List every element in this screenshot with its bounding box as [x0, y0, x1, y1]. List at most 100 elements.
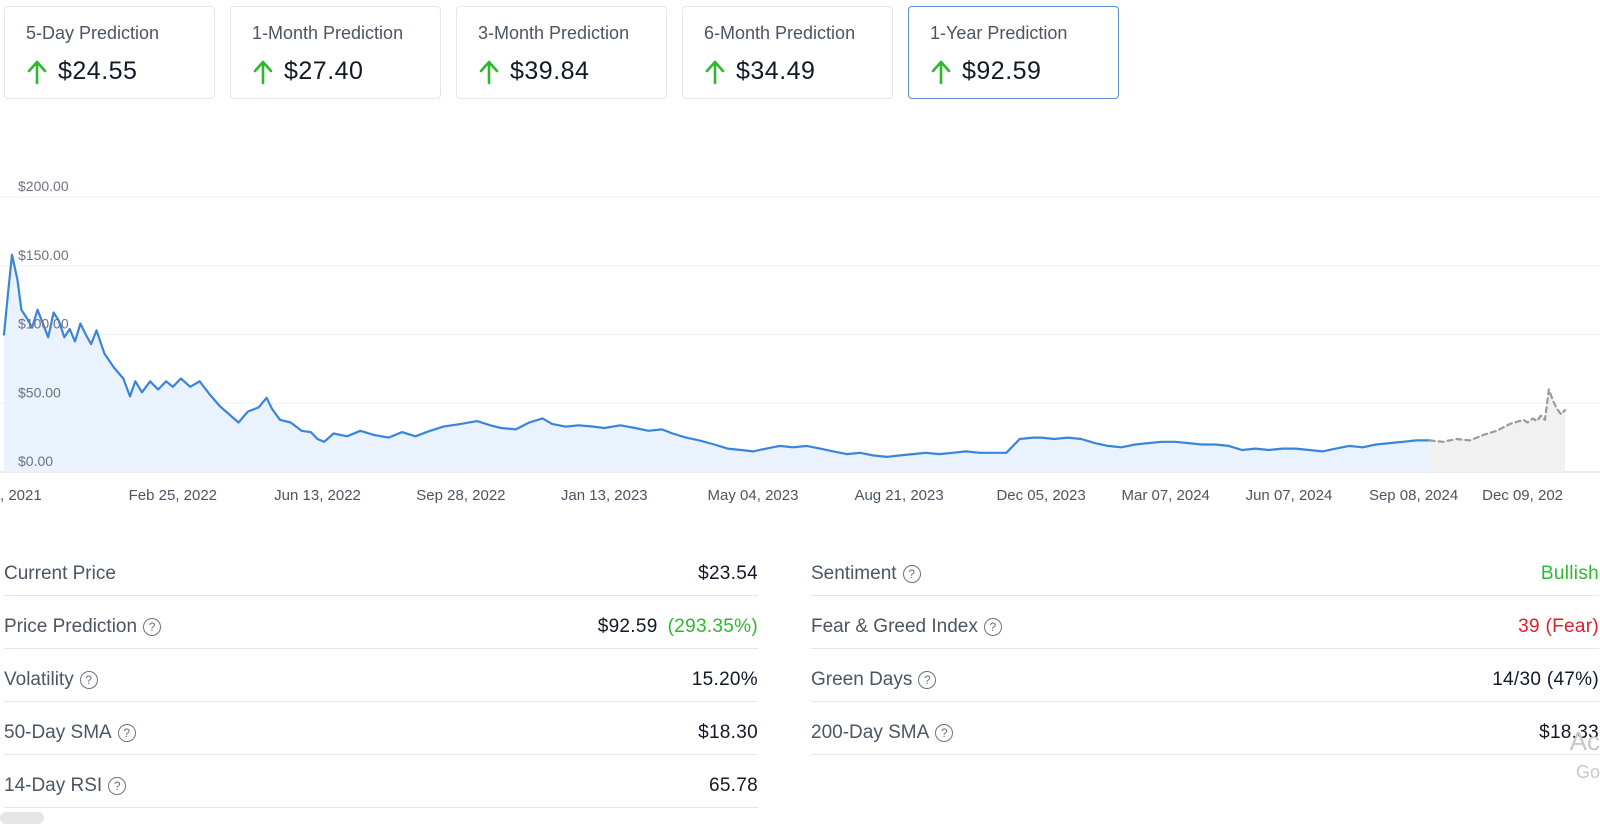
- card-5-day[interactable]: 5-Day Prediction $24.55: [4, 6, 215, 99]
- stat-label-wrap: 50-Day SMA?: [4, 722, 136, 744]
- stat-value-wrap: $92.59 (293.35%): [598, 616, 758, 638]
- stat-row: 50-Day SMA? $18.30: [4, 703, 758, 755]
- prediction-cards: 5-Day Prediction $24.55 1-Month Predicti…: [4, 6, 1119, 99]
- stat-value-wrap: Bullish: [1541, 563, 1599, 585]
- stat-label: 14-Day RSI: [4, 774, 103, 796]
- stats-right-column: Sentiment? Bullish Fear & Greed Index? 39 (…: [811, 544, 1599, 756]
- up-arrow-icon: [931, 60, 951, 84]
- watermark-line1: Ac: [1569, 726, 1600, 756]
- card-value: $34.49: [736, 57, 816, 85]
- card-label: 1-Year Prediction: [930, 23, 1068, 43]
- x-tick-label: Sep 08, 2024: [1369, 487, 1458, 504]
- stat-label-wrap: Sentiment?: [811, 563, 921, 585]
- stat-value: $92.59: [597, 615, 658, 637]
- stat-row: Volatility? 15.20%: [4, 650, 758, 702]
- y-tick-label: $150.00: [18, 247, 69, 263]
- card-label: 3-Month Prediction: [478, 23, 630, 43]
- stat-value-wrap: 14/30 (47%): [1492, 669, 1599, 691]
- help-icon[interactable]: ?: [983, 617, 1002, 636]
- stat-row: 14-Day RSI? 65.78: [4, 756, 758, 808]
- historical-line: [2, 253, 1431, 458]
- stat-row: Price Prediction? $92.59 (293.35%): [4, 597, 758, 649]
- stat-label: Sentiment: [811, 562, 897, 584]
- stat-label: Green Days: [811, 668, 913, 690]
- x-tick-label: Mar 07, 2024: [1122, 487, 1210, 504]
- y-tick-label: $50.00: [18, 384, 61, 400]
- stat-value: $18.30: [698, 721, 758, 743]
- stat-value: $18.33: [1539, 721, 1599, 743]
- help-icon[interactable]: ?: [108, 776, 127, 795]
- stat-value: 65.78: [708, 774, 758, 796]
- stat-label: Price Prediction: [4, 615, 138, 637]
- stat-label: Current Price: [4, 562, 116, 584]
- stat-label: 200-Day SMA: [811, 721, 930, 743]
- forecast-line: [1428, 388, 1567, 443]
- stat-value-wrap: $18.33: [1539, 722, 1599, 744]
- x-tick-label: May 04, 2023: [708, 487, 799, 504]
- card-value: $27.40: [284, 57, 364, 85]
- card-label: 6-Month Prediction: [704, 23, 856, 43]
- x-tick-label: Sep 28, 2022: [416, 487, 505, 504]
- help-icon[interactable]: ?: [935, 723, 954, 742]
- up-arrow-icon: [479, 60, 499, 84]
- x-tick-label: Jan 13, 2023: [561, 487, 648, 504]
- x-tick-label: Dec 05, 2023: [996, 487, 1085, 504]
- stat-value-wrap: $23.54: [698, 563, 758, 585]
- help-icon[interactable]: ?: [79, 670, 98, 689]
- stat-label-wrap: Current Price: [4, 563, 116, 585]
- stat-value-wrap: $18.30: [698, 722, 758, 744]
- card-6-month[interactable]: 6-Month Prediction $34.49: [682, 6, 893, 99]
- stat-row: 200-Day SMA? $18.33: [811, 703, 1599, 755]
- card-value: $39.84: [510, 57, 590, 85]
- stat-row: Fear & Greed Index? 39 (Fear): [811, 597, 1599, 649]
- help-icon[interactable]: ?: [918, 670, 937, 689]
- stat-row: Green Days? 14/30 (47%): [811, 650, 1599, 702]
- stat-row: Current Price $23.54: [4, 544, 758, 596]
- y-tick-label: $100.00: [18, 316, 69, 332]
- x-tick-label: Dec 09, 202: [1482, 487, 1563, 504]
- card-value: $92.59: [962, 57, 1042, 85]
- stat-label: 50-Day SMA: [4, 721, 112, 743]
- stat-value-wrap: 15.20%: [692, 669, 758, 691]
- card-1-year[interactable]: 1-Year Prediction $92.59: [908, 6, 1119, 99]
- stats-left-column: Current Price $23.54 Price Prediction? $92.…: [4, 544, 758, 809]
- stat-label-wrap: Price Prediction?: [4, 615, 162, 638]
- stat-value: 15.20%: [691, 668, 758, 690]
- x-tick-label: Jun 07, 2024: [1246, 487, 1333, 504]
- stat-label: Fear & Greed Index: [811, 615, 978, 637]
- stat-change-percent: (293.35%): [667, 615, 758, 637]
- up-arrow-icon: [253, 60, 273, 84]
- stat-label-wrap: Green Days?: [811, 668, 937, 691]
- card-label: 1-Month Prediction: [252, 23, 404, 43]
- bottom-pill: [0, 812, 44, 824]
- x-tick-label: Feb 25, 2022: [129, 487, 217, 504]
- stat-value: $23.54: [698, 562, 758, 584]
- stat-label-wrap: 200-Day SMA?: [811, 721, 954, 744]
- card-1-month[interactable]: 1-Month Prediction $27.40: [230, 6, 441, 99]
- help-icon[interactable]: ?: [117, 723, 136, 742]
- price-chart[interactable]: $200.00 $150.00 $100.00 $50.00 $0.00 , 2021 Fe…: [0, 170, 1600, 515]
- price-chart-svg[interactable]: $200.00 $150.00 $100.00 $50.00 $0.00 , 2021 Fe…: [0, 170, 1600, 515]
- historical-area: [4, 254, 1430, 472]
- x-tick-label: Aug 21, 2023: [854, 487, 943, 504]
- stat-value-wrap: 39 (Fear): [1518, 616, 1599, 638]
- up-arrow-icon: [27, 60, 47, 84]
- forecast-area: [1429, 389, 1565, 472]
- stat-value: 39 (Fear): [1518, 615, 1599, 637]
- y-tick-label: $0.00: [18, 453, 53, 469]
- help-icon[interactable]: ?: [902, 564, 921, 583]
- card-label: 5-Day Prediction: [26, 23, 160, 43]
- card-value: $24.55: [58, 57, 138, 85]
- y-tick-label: $200.00: [18, 178, 69, 194]
- stat-value: Bullish: [1540, 562, 1599, 584]
- help-icon[interactable]: ?: [143, 617, 162, 636]
- x-tick-label: , 2021: [0, 487, 42, 504]
- stat-value: 14/30 (47%): [1492, 668, 1599, 690]
- stat-label-wrap: 14-Day RSI?: [4, 774, 127, 797]
- stat-value-wrap: 65.78: [709, 775, 758, 797]
- card-3-month[interactable]: 3-Month Prediction $39.84: [456, 6, 667, 99]
- stat-label-wrap: Fear & Greed Index?: [811, 616, 1002, 638]
- up-arrow-icon: [705, 60, 725, 84]
- watermark-line2: Go: [1575, 762, 1600, 782]
- x-tick-label: Jun 13, 2022: [274, 487, 361, 504]
